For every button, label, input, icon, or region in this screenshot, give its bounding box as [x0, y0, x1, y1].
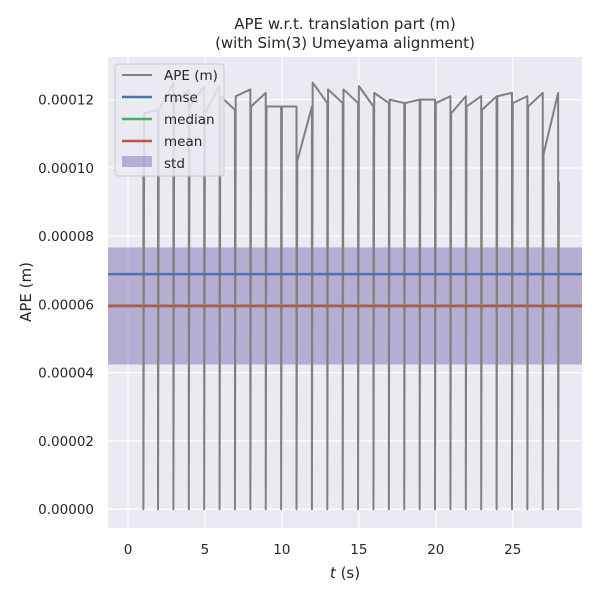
x-tick-label: 20	[427, 542, 444, 558]
x-axis-label-unit: (s)	[336, 564, 360, 582]
x-tick-label: 0	[124, 542, 133, 558]
y-tick-label: 0.00004	[38, 366, 94, 382]
y-tick-label: 0.00002	[38, 434, 94, 450]
legend-std-label: std	[164, 156, 185, 172]
legend-median-label: median	[164, 112, 215, 128]
x-tick-label: 5	[201, 542, 210, 558]
x-tick-label: 15	[350, 542, 367, 558]
y-tick-label: 0.00008	[38, 229, 94, 245]
plot-layer	[108, 81, 582, 511]
x-tick-label: 10	[273, 542, 290, 558]
legend-ape-label: APE (m)	[164, 68, 218, 84]
y-axis-label: APE (m)	[17, 262, 35, 322]
y-tick-label: 0.00010	[38, 161, 94, 177]
legend-std-patch	[122, 156, 152, 167]
x-tick-label: 25	[504, 542, 521, 558]
chart-subtitle: (with Sim(3) Umeyama alignment)	[215, 34, 475, 52]
y-tick-label: 0.00006	[38, 297, 94, 313]
ape-series-line	[142, 81, 560, 511]
x-tick-labels: 0 5 10 15 20 25	[124, 542, 522, 558]
x-axis-label: t (s)	[330, 564, 360, 582]
y-tick-labels: 0.00000 0.00002 0.00004 0.00006 0.00008 0.000…	[38, 93, 94, 519]
legend-box	[114, 63, 225, 177]
y-tick-label: 0.00000	[38, 502, 94, 518]
x-axis-label-var: t	[330, 564, 337, 582]
legend-mean-label: mean	[164, 134, 202, 150]
y-tick-label: 0.00012	[38, 93, 94, 109]
chart-title: APE w.r.t. translation part (m)	[234, 15, 455, 33]
legend-rmse-label: rmse	[164, 90, 198, 106]
legend: APE (m) rmse median mean std	[114, 63, 225, 177]
